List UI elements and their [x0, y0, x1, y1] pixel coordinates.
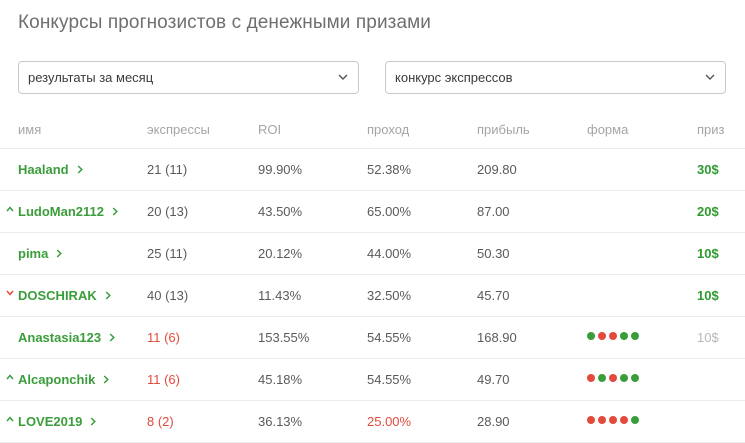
- roi-value: 36.13%: [258, 414, 303, 429]
- form-indicator: [587, 332, 639, 340]
- profit-value: 49.70: [477, 372, 510, 387]
- header-pass[interactable]: проход: [367, 122, 410, 137]
- contest-select-value: конкурс экспрессов: [395, 70, 513, 85]
- express-count: 40 (13): [147, 288, 189, 303]
- form-indicator: [587, 416, 639, 424]
- form-loss-dot: [587, 416, 595, 424]
- form-loss-dot: [609, 332, 617, 340]
- pass-rate: 32.50%: [367, 288, 412, 303]
- period-select-value: результаты за месяц: [28, 70, 154, 85]
- user-name-link[interactable]: pima: [18, 246, 63, 261]
- header-roi[interactable]: ROI: [258, 122, 282, 137]
- profit-value: 45.70: [477, 288, 510, 303]
- form-win-dot: [587, 332, 595, 340]
- roi-value: 11.43%: [258, 288, 302, 303]
- chevron-right-icon: [91, 417, 97, 426]
- prize-amount: 30$: [697, 162, 719, 177]
- table-row: Anastasia123 11 (6) 153.55% 54.55% 168.90 10$: [0, 317, 745, 359]
- pass-rate: 65.00%: [367, 204, 412, 219]
- period-select[interactable]: результаты за месяц: [18, 61, 359, 94]
- user-name: LOVE2019: [18, 414, 83, 429]
- user-name-link[interactable]: DOSCHIRAK: [18, 288, 111, 303]
- header-express[interactable]: экспрессы: [147, 122, 210, 137]
- header-form: форма: [587, 122, 629, 137]
- chevron-right-icon: [105, 291, 111, 300]
- chevron-down-icon: [705, 74, 715, 80]
- roi-value: 45.18%: [258, 372, 303, 387]
- profit-value: 168.90: [477, 330, 517, 345]
- user-name-link[interactable]: Haaland: [18, 162, 83, 177]
- form-loss-dot: [609, 416, 617, 424]
- form-win-dot: [598, 374, 606, 382]
- form-loss-dot: [609, 374, 617, 382]
- form-win-dot: [631, 416, 639, 424]
- prize-amount: 10$: [697, 288, 719, 303]
- user-name: DOSCHIRAK: [18, 288, 97, 303]
- form-loss-dot: [598, 416, 606, 424]
- chevron-right-icon: [109, 333, 116, 342]
- header-name[interactable]: имя: [18, 122, 42, 137]
- prize-amount: 10$: [697, 330, 719, 345]
- trend-up-icon: [6, 206, 14, 212]
- user-name: LudoMan2112: [18, 204, 104, 219]
- table-row: LudoMan2112 20 (13) 43.50% 65.00% 87.00 20$: [0, 191, 745, 233]
- express-count: 21 (11): [147, 162, 188, 177]
- user-name-link[interactable]: LOVE2019: [18, 414, 97, 429]
- form-win-dot: [620, 374, 628, 382]
- form-win-dot: [631, 374, 639, 382]
- express-count: 11 (6): [147, 330, 180, 345]
- trend-down-icon: [6, 290, 14, 296]
- profit-value: 209.80: [477, 162, 517, 177]
- pass-rate: 44.00%: [367, 246, 412, 261]
- profit-value: 50.30: [477, 246, 510, 261]
- form-loss-dot: [598, 332, 606, 340]
- prize-amount: 20$: [697, 204, 719, 219]
- pass-rate: 25.00%: [367, 414, 412, 429]
- table-header: имя экспрессы ROI проход прибыль форма п…: [0, 110, 745, 149]
- user-name-link[interactable]: Anastasia123: [18, 330, 116, 345]
- user-name: Alcaponchik: [18, 372, 96, 387]
- table-row: pima 25 (11) 20.12% 44.00% 50.30 10$: [0, 233, 745, 275]
- table-row: Alcaponchik 11 (6) 45.18% 54.55% 49.70: [0, 359, 745, 401]
- contest-select[interactable]: конкурс экспрессов: [385, 61, 726, 94]
- express-count: 25 (11): [147, 246, 188, 261]
- header-prize: приз: [697, 122, 725, 137]
- chevron-right-icon: [103, 375, 110, 384]
- user-name: Anastasia123: [18, 330, 102, 345]
- user-name-link[interactable]: LudoMan2112: [18, 204, 118, 219]
- header-profit[interactable]: прибыль: [477, 122, 530, 137]
- pass-rate: 54.55%: [367, 372, 412, 387]
- page-title: Конкурсы прогнозистов с денежными призам…: [18, 12, 432, 33]
- roi-value: 43.50%: [258, 204, 303, 219]
- roi-value: 99.90%: [258, 162, 303, 177]
- roi-value: 153.55%: [258, 330, 310, 345]
- table-row: DOSCHIRAK 40 (13) 11.43% 32.50% 45.70 10$: [0, 275, 745, 317]
- chevron-right-icon: [77, 165, 83, 174]
- table-row: Haaland 21 (11) 99.90% 52.38% 209.80 30$: [0, 149, 745, 191]
- form-loss-dot: [620, 416, 628, 424]
- profit-value: 87.00: [477, 204, 510, 219]
- pass-rate: 54.55%: [367, 330, 412, 345]
- trend-up-icon: [6, 374, 14, 380]
- user-name-link[interactable]: Alcaponchik: [18, 372, 110, 387]
- form-indicator: [587, 374, 639, 382]
- chevron-down-icon: [338, 74, 348, 80]
- leaderboard-table: имя экспрессы ROI проход прибыль форма п…: [0, 110, 745, 443]
- express-count: 11 (6): [147, 372, 180, 387]
- express-count: 8 (2): [147, 414, 174, 429]
- form-loss-dot: [587, 374, 595, 382]
- form-win-dot: [631, 332, 639, 340]
- pass-rate: 52.38%: [367, 162, 412, 177]
- profit-value: 28.90: [477, 414, 510, 429]
- roi-value: 20.12%: [258, 246, 303, 261]
- trend-up-icon: [6, 416, 14, 422]
- express-count: 20 (13): [147, 204, 189, 219]
- chevron-right-icon: [112, 207, 118, 216]
- chevron-right-icon: [57, 249, 63, 258]
- form-win-dot: [620, 332, 628, 340]
- table-row: LOVE2019 8 (2) 36.13% 25.00% 28.90: [0, 401, 745, 443]
- user-name: pima: [18, 246, 49, 261]
- prize-amount: 10$: [697, 246, 719, 261]
- user-name: Haaland: [18, 162, 69, 177]
